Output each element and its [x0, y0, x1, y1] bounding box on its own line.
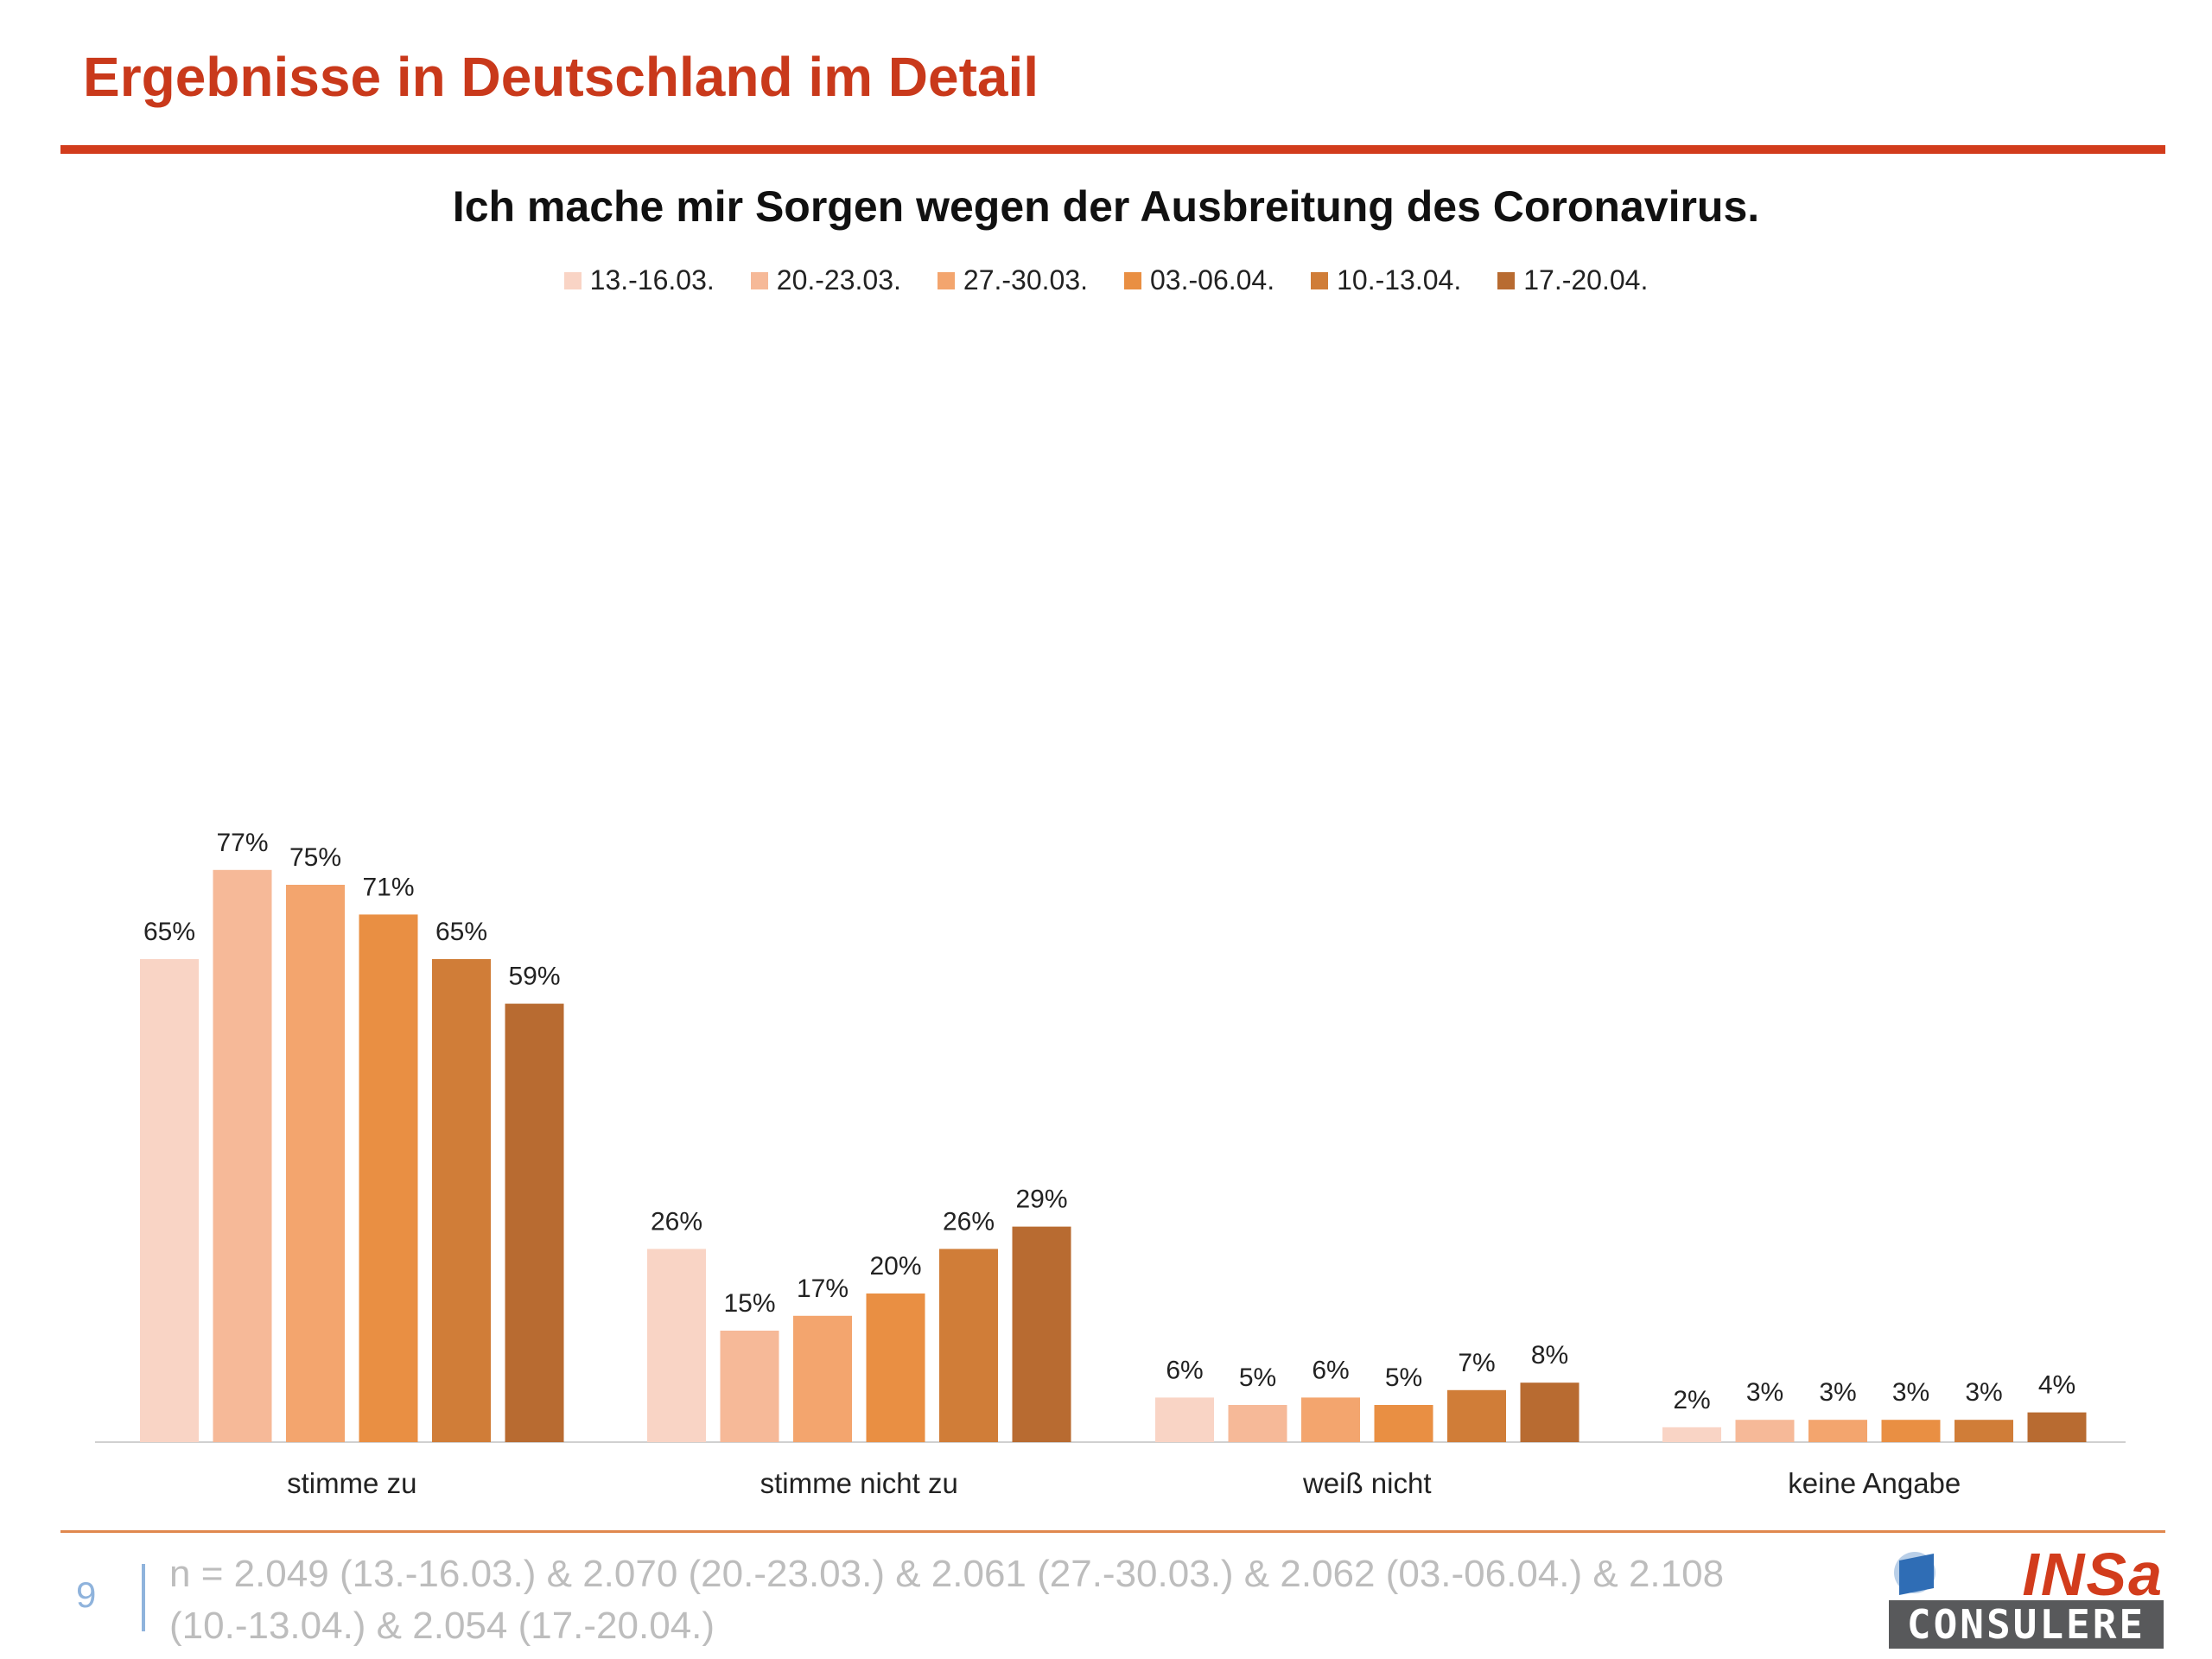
bar — [1955, 1420, 2013, 1442]
bar — [793, 1315, 852, 1442]
bar — [1735, 1420, 1795, 1442]
chart-legend: 13.-16.03. 20.-23.03. 27.-30.03. 03.-06.04.… — [0, 264, 2212, 296]
bar — [866, 1294, 925, 1442]
bar — [647, 1249, 706, 1442]
bar — [1662, 1427, 1721, 1442]
chart-title: Ich mache mir Sorgen wegen der Ausbreitu… — [452, 182, 1760, 231]
legend-item: 03.-06.04. — [1124, 264, 1274, 296]
bar — [1447, 1389, 1506, 1442]
bar — [359, 914, 418, 1442]
data-label: 4% — [2038, 1371, 2075, 1400]
data-label: 65% — [143, 918, 195, 946]
data-label: 3% — [1746, 1378, 1783, 1407]
data-label: 8% — [1531, 1341, 1568, 1370]
data-label: 7% — [1458, 1349, 1495, 1377]
bar — [505, 1003, 564, 1442]
data-label: 3% — [1965, 1378, 2002, 1407]
data-label: 26% — [651, 1207, 702, 1236]
data-label: 2% — [1673, 1386, 1710, 1414]
legend-swatch — [750, 271, 768, 289]
legend-swatch — [937, 271, 955, 289]
legend-label: 13.-16.03. — [589, 264, 715, 296]
legend-swatch — [1311, 271, 1329, 289]
legend-item: 27.-30.03. — [937, 264, 1088, 296]
category-label: stimme nicht zu — [760, 1467, 958, 1499]
logo-mark-icon — [1894, 1552, 1936, 1595]
footer-divider — [60, 1530, 2165, 1533]
legend-label: 27.-30.03. — [963, 264, 1088, 296]
bar — [1520, 1382, 1580, 1442]
title-divider — [60, 145, 2165, 154]
bar — [720, 1331, 779, 1442]
category-label: stimme zu — [287, 1467, 416, 1499]
data-label: 75% — [289, 843, 341, 872]
bar — [213, 869, 272, 1442]
bar — [939, 1249, 998, 1442]
bar — [432, 959, 491, 1442]
logo-word: INSa — [2022, 1541, 2164, 1608]
footer-separator — [142, 1564, 145, 1631]
data-label: 65% — [435, 918, 487, 946]
data-label: 3% — [1892, 1378, 1929, 1407]
bar — [286, 885, 345, 1442]
bar — [1301, 1397, 1360, 1442]
data-label: 6% — [1312, 1356, 1349, 1384]
legend-swatch — [1124, 271, 1141, 289]
data-label: 59% — [508, 963, 560, 991]
data-label: 77% — [216, 829, 268, 857]
data-label: 17% — [797, 1274, 849, 1303]
legend-item: 17.-20.04. — [1497, 264, 1648, 296]
bar — [2027, 1412, 2087, 1442]
data-label: 26% — [943, 1207, 995, 1236]
legend-swatch — [1497, 271, 1516, 289]
data-label: 5% — [1239, 1363, 1276, 1392]
legend-label: 17.-20.04. — [1523, 264, 1649, 296]
legend-label: 10.-13.04. — [1337, 264, 1462, 296]
bar — [1808, 1420, 1867, 1442]
data-label: 71% — [362, 873, 414, 901]
legend-label: 03.-06.04. — [1150, 264, 1275, 296]
data-label: 3% — [1819, 1378, 1856, 1407]
data-label: 20% — [869, 1252, 921, 1281]
sample-size-note: n = 2.049 (13.-16.03.) & 2.070 (20.-23.0… — [169, 1553, 1725, 1647]
insa-consulere-logo: INSa CONSULERE — [1889, 1541, 2164, 1650]
data-label: 5% — [1385, 1363, 1422, 1392]
data-label: 29% — [1015, 1185, 1067, 1214]
data-label: 15% — [723, 1289, 775, 1318]
bar — [1012, 1226, 1071, 1442]
bar — [1155, 1397, 1214, 1442]
category-label: weiß nicht — [1302, 1467, 1432, 1499]
legend-item: 10.-13.04. — [1311, 264, 1461, 296]
bar — [1374, 1405, 1433, 1442]
logo-subtitle: CONSULERE — [1889, 1600, 2164, 1649]
data-label: 6% — [1166, 1356, 1203, 1384]
legend-item: 13.-16.03. — [563, 264, 715, 296]
category-label: keine Angabe — [1788, 1467, 1961, 1499]
legend-label: 20.-23.03. — [776, 264, 901, 296]
page-number: 9 — [76, 1574, 97, 1615]
bar — [140, 959, 199, 1442]
bar — [1881, 1420, 1941, 1442]
bar — [1228, 1405, 1287, 1442]
page-title: Ergebnisse in Deutschland im Detail — [83, 46, 1039, 108]
legend-item: 20.-23.03. — [750, 264, 901, 296]
legend-swatch — [563, 271, 582, 289]
